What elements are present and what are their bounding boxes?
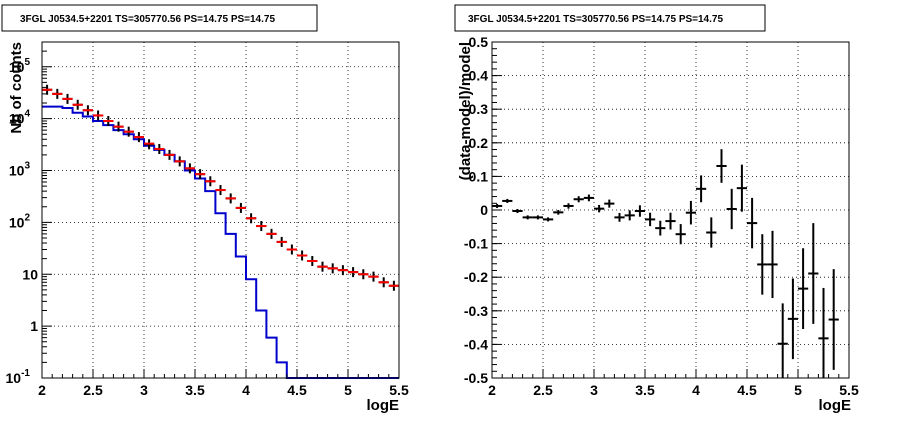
right-plot-frame <box>491 41 850 379</box>
left-y-tick-label: 102 <box>9 212 31 230</box>
left-x-tick-label: 3 <box>140 382 148 398</box>
left-x-tick-label: 5 <box>344 382 352 398</box>
left-x-axis-title: logE <box>367 397 400 414</box>
right-y-tick-label: 0.4 <box>469 68 489 84</box>
left-x-tick-label: 2.5 <box>83 382 103 398</box>
left-x-tick-label: 2 <box>38 382 46 398</box>
right-x-axis-title: logE <box>819 397 852 414</box>
left-axis-ticks: 2 2.5 3 3.5 4 4.5 5 5.5 10-1 1 10 102 103 104 105 <box>6 41 409 398</box>
right-y-tick-label: 0 <box>480 202 488 218</box>
left-grid <box>42 42 399 378</box>
left-title-box <box>1 4 318 32</box>
right-plot-data <box>492 149 839 378</box>
right-y-tick-label: 0.3 <box>469 101 489 117</box>
left-plot-frame <box>41 41 400 379</box>
right-title: 3FGL J0534.5+2201 TS=305770.56 PS=14.75 … <box>468 14 723 25</box>
right-y-tick-label: -0.3 <box>464 303 488 319</box>
left-y-tick-label: 103 <box>9 161 31 179</box>
right-x-tick-label: 2 <box>488 382 496 398</box>
left-title: 3FGL J0534.5+2201 TS=305770.56 PS=14.75 … <box>20 14 275 25</box>
left-x-tick-label: 5.5 <box>389 382 409 398</box>
right-x-tick-label: 4 <box>692 382 700 398</box>
left-x-tick-label: 4 <box>242 382 250 398</box>
right-y-axis-title: (data-model)/model <box>457 42 474 180</box>
right-title-box <box>454 4 766 32</box>
right-x-tick-label: 2.5 <box>533 382 553 398</box>
left-plot-data <box>42 84 399 379</box>
left-y-tick-label: 104 <box>9 109 31 127</box>
right-x-tick-label: 5.5 <box>839 382 859 398</box>
right-grid <box>492 42 849 378</box>
left-x-tick-label: 4.5 <box>287 382 307 398</box>
right-y-tick-label: -0.5 <box>464 370 488 386</box>
right-x-tick-label: 3 <box>590 382 598 398</box>
right-y-tick-label: 0.2 <box>469 135 489 151</box>
left-y-axis-title: Nb of counts <box>8 42 25 134</box>
right-x-tick-label: 5 <box>794 382 802 398</box>
left-x-tick-label: 3.5 <box>185 382 205 398</box>
left-plot-panel: 3FGL J0534.5+2201 TS=305770.56 PS=14.75 … <box>1 4 409 414</box>
right-axis-ticks: 2 2.5 3 3.5 4 4.5 5 5.5 -0.5 -0.4 -0.3 -0.2 -0.1 0 0.1… <box>464 34 859 398</box>
right-y-tick-label: 0.1 <box>469 168 489 184</box>
right-x-tick-label: 4.5 <box>737 382 757 398</box>
left-y-tick-label: 1 <box>30 318 38 334</box>
right-y-tick-label: -0.1 <box>464 236 488 252</box>
left-y-tick-label: 10-1 <box>6 368 31 386</box>
model-step-histogram <box>42 105 399 379</box>
right-y-tick-label: 0.5 <box>469 34 489 50</box>
left-y-tick-label: 105 <box>9 57 31 75</box>
right-y-tick-label: -0.4 <box>464 336 488 352</box>
right-x-tick-label: 3.5 <box>635 382 655 398</box>
right-y-tick-label: -0.2 <box>464 269 488 285</box>
left-y-tick-label: 10 <box>22 266 38 282</box>
right-plot-panel: 3FGL J0534.5+2201 TS=305770.56 PS=14.75 … <box>454 4 859 414</box>
